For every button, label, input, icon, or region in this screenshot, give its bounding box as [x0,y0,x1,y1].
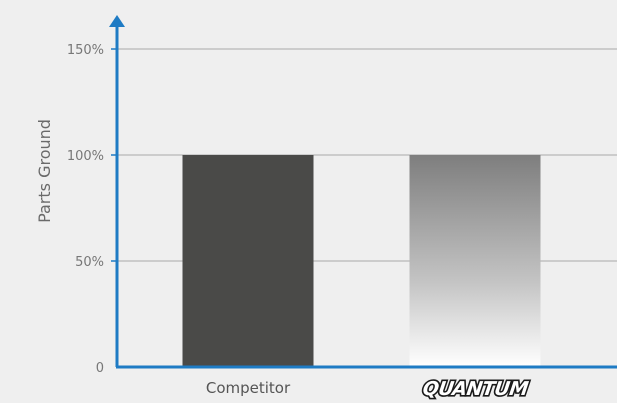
x-label-quantum-logo: QUANTUM [421,377,530,400]
y-axis-arrow-icon [109,15,125,27]
y-axis-title: Parts Ground [35,119,54,223]
y-tick-label: 150% [67,43,104,58]
y-tick-label: 0 [96,361,104,376]
bar-competitor [182,155,314,367]
bar-quantum [409,155,541,367]
x-label-competitor: Competitor [206,379,291,397]
x-category-labels: Competitor QUANTUM [206,375,532,401]
bars [182,155,541,367]
y-tick-label: 100% [67,149,104,164]
axes [109,15,617,369]
y-tick-label: 50% [75,255,104,270]
